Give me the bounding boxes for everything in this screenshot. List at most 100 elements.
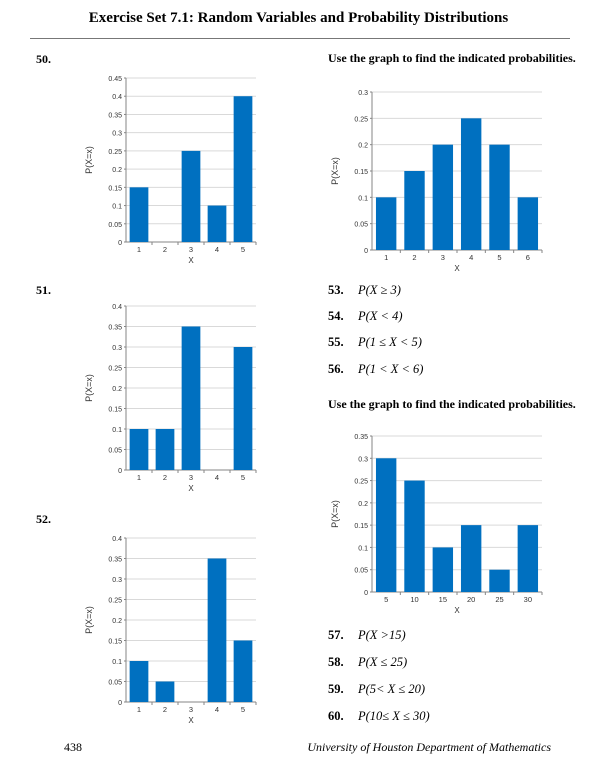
y-tick-label: 0.3 <box>112 577 122 584</box>
y-tick-label: 0.05 <box>108 448 122 455</box>
bar-5 <box>233 347 253 470</box>
bar-6 <box>517 197 539 250</box>
x-tick-label: 4 <box>215 705 219 714</box>
y-tick-label: 0.25 <box>354 116 368 123</box>
x-tick-label: 10 <box>410 595 418 604</box>
bar-2 <box>404 171 425 250</box>
y-tick-label: 0.2 <box>112 386 122 393</box>
y-tick-label: 0.15 <box>108 185 122 192</box>
x-axis-title: X <box>454 606 460 615</box>
x-tick-label: 6 <box>526 253 530 262</box>
x-tick-label: 3 <box>189 473 193 482</box>
bar-15 <box>432 547 454 592</box>
y-tick-label: 0.05 <box>108 680 122 687</box>
y-tick-label: 0.2 <box>358 143 368 150</box>
x-tick-label: 20 <box>467 595 475 604</box>
x-tick-label: 1 <box>384 253 388 262</box>
y-tick-label: 0.35 <box>108 557 122 564</box>
x-tick-label: 5 <box>497 253 501 262</box>
x-tick-label: 3 <box>189 245 193 254</box>
y-tick-label: 0.1 <box>112 427 122 434</box>
bar-5 <box>233 640 253 702</box>
x-axis-title: X <box>188 484 194 493</box>
x-tick-label: 2 <box>163 245 167 254</box>
y-tick-label: 0.2 <box>112 167 122 174</box>
y-tick-label: 0 <box>118 468 122 475</box>
x-tick-label: 5 <box>241 705 245 714</box>
bar-5 <box>489 144 510 250</box>
page-title: Exercise Set 7.1: Random Variables and P… <box>88 10 509 26</box>
question-58: 58. P(X ≤ 25) <box>328 655 408 669</box>
x-tick-label: 4 <box>469 253 473 262</box>
y-tick-label: 0.45 <box>108 76 122 83</box>
x-tick-label: 2 <box>412 253 416 262</box>
y-tick-label: 0 <box>364 248 368 255</box>
question-55: 55. P(1 ≤ X < 5) <box>328 335 422 349</box>
x-tick-label: 1 <box>137 705 141 714</box>
x-tick-label: 30 <box>524 595 532 604</box>
bar-20 <box>460 525 482 592</box>
y-tick-label: 0.35 <box>108 325 122 332</box>
chart-questions-53-56: 0 0.05 0.1 0.15 0.2 0.25 0.3 1 2 3 4 5 6 X P(X=x) <box>330 90 543 273</box>
y-tick-label: 0.1 <box>112 204 122 211</box>
instruction-bottom: Use the graph to find the indicated prob… <box>328 397 576 411</box>
question-60: 60. P(10≤ X ≤ 30) <box>328 709 430 723</box>
y-axis-title: P(X=x) <box>84 374 94 402</box>
y-tick-label: 0.2 <box>358 501 368 508</box>
x-tick-label: 2 <box>163 473 167 482</box>
y-tick-label: 0 <box>118 700 122 707</box>
bar-4 <box>460 118 482 250</box>
y-tick-label: 0.1 <box>358 195 368 202</box>
bar-1 <box>129 429 149 470</box>
x-tick-label: 25 <box>495 595 503 604</box>
x-tick-label: 4 <box>215 245 219 254</box>
x-tick-label: 5 <box>384 595 388 604</box>
y-tick-label: 0.25 <box>108 598 122 605</box>
y-tick-label: 0.4 <box>112 536 122 543</box>
bar-2 <box>155 429 175 470</box>
y-tick-label: 0.15 <box>354 169 368 176</box>
y-tick-label: 0.3 <box>358 90 368 97</box>
y-tick-label: 0.2 <box>112 618 122 625</box>
y-tick-label: 0 <box>118 240 122 247</box>
bar-30 <box>517 525 539 592</box>
bar-1 <box>129 187 149 242</box>
x-tick-label: 5 <box>241 245 245 254</box>
x-tick-label: 3 <box>441 253 445 262</box>
bar-1 <box>129 661 149 702</box>
y-tick-label: 0.3 <box>358 456 368 463</box>
x-axis-title: X <box>188 256 194 265</box>
chart-problem-50: 0 0.05 0.1 0.15 0.2 0.25 0.3 0.35 0.4 0.45 1 2 3 4 5 X P… <box>84 76 257 265</box>
x-tick-label: 4 <box>215 473 219 482</box>
x-tick-label: 2 <box>163 705 167 714</box>
question-59: 59. P(5< X ≤ 20) <box>328 682 426 696</box>
problem-50-number: 50. <box>36 52 51 66</box>
question-56: 56. P(1 < X < 6) <box>328 362 424 376</box>
bar-25 <box>489 569 510 592</box>
y-axis-title: P(X=x) <box>330 157 340 185</box>
chart-problem-51: 0 0.05 0.1 0.15 0.2 0.25 0.3 0.35 0.4 1 2 3 4 5 X P(X=x… <box>84 304 257 493</box>
y-axis-title: P(X=x) <box>84 146 94 174</box>
problem-51-number: 51. <box>36 283 51 297</box>
title-divider <box>30 38 570 39</box>
problem-52-number: 52. <box>36 512 51 526</box>
y-tick-label: 0.35 <box>108 112 122 119</box>
bar-3 <box>181 150 201 242</box>
y-axis-title: P(X=x) <box>84 606 94 634</box>
y-tick-label: 0.4 <box>112 304 122 311</box>
bar-10 <box>404 480 425 592</box>
y-tick-label: 0.15 <box>108 407 122 414</box>
question-57: 57. P(X >15) <box>328 628 406 642</box>
y-tick-label: 0.25 <box>108 149 122 156</box>
question-53: 53. P(X ≥ 3) <box>328 283 401 297</box>
y-axis-title: P(X=x) <box>330 500 340 528</box>
y-tick-label: 0.05 <box>354 222 368 229</box>
y-tick-label: 0.1 <box>112 659 122 666</box>
y-tick-label: 0.25 <box>108 366 122 373</box>
x-tick-label: 3 <box>189 705 193 714</box>
y-tick-label: 0.15 <box>108 639 122 646</box>
bar-3 <box>432 144 454 250</box>
chart-problem-52: 0 0.05 0.1 0.15 0.2 0.25 0.3 0.35 0.4 1 2 3 4 5 X P(X=x… <box>84 536 257 725</box>
chart-questions-57-60: 0 0.05 0.1 0.15 0.2 0.25 0.3 0.35 5 10 15 20 25 30 X P(… <box>330 434 543 615</box>
bar-4 <box>207 205 227 242</box>
